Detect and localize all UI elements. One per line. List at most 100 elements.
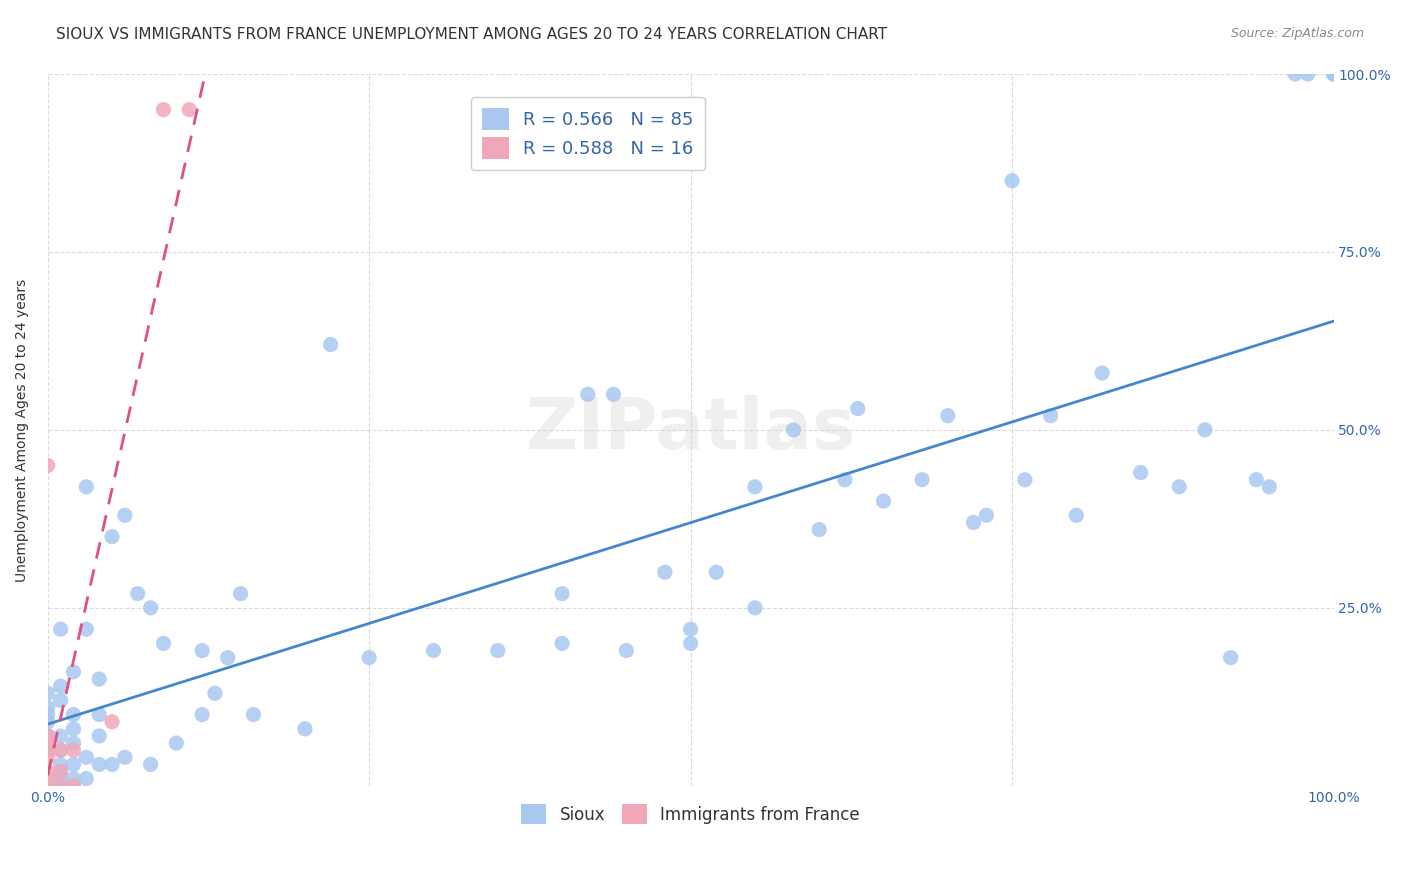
Point — [101, 714, 124, 729]
Point — [551, 636, 574, 650]
Point — [808, 523, 831, 537]
Point — [37, 743, 59, 757]
Point — [49, 693, 72, 707]
Point — [89, 729, 111, 743]
Point — [139, 600, 162, 615]
Point — [1039, 409, 1062, 423]
Point — [37, 764, 59, 779]
Point — [319, 337, 342, 351]
Point — [872, 494, 894, 508]
Point — [37, 686, 59, 700]
Point — [551, 586, 574, 600]
Point — [834, 473, 856, 487]
Point — [62, 772, 84, 786]
Point — [89, 672, 111, 686]
Point — [49, 779, 72, 793]
Point — [49, 757, 72, 772]
Point — [62, 779, 84, 793]
Point — [1296, 67, 1319, 81]
Point — [37, 779, 59, 793]
Point — [49, 772, 72, 786]
Point — [49, 622, 72, 636]
Point — [37, 736, 59, 750]
Point — [75, 750, 97, 764]
Point — [614, 643, 637, 657]
Y-axis label: Unemployment Among Ages 20 to 24 years: Unemployment Among Ages 20 to 24 years — [15, 278, 30, 582]
Point — [127, 586, 149, 600]
Point — [37, 729, 59, 743]
Point — [191, 643, 214, 657]
Point — [101, 757, 124, 772]
Legend: Sioux, Immigrants from France: Sioux, Immigrants from France — [512, 794, 870, 834]
Point — [204, 686, 226, 700]
Point — [152, 103, 174, 117]
Point — [217, 650, 239, 665]
Point — [75, 480, 97, 494]
Point — [679, 636, 702, 650]
Point — [49, 764, 72, 779]
Text: ZIPatlas: ZIPatlas — [526, 395, 856, 465]
Point — [49, 679, 72, 693]
Point — [704, 566, 727, 580]
Point — [37, 714, 59, 729]
Text: Source: ZipAtlas.com: Source: ZipAtlas.com — [1230, 27, 1364, 40]
Point — [1322, 67, 1344, 81]
Point — [62, 743, 84, 757]
Point — [1168, 480, 1191, 494]
Point — [1322, 67, 1344, 81]
Point — [654, 566, 676, 580]
Point — [179, 103, 201, 117]
Point — [37, 707, 59, 722]
Point — [152, 636, 174, 650]
Point — [602, 387, 624, 401]
Point — [1246, 473, 1268, 487]
Point — [62, 707, 84, 722]
Point — [846, 401, 869, 416]
Point — [1258, 480, 1281, 494]
Point — [242, 707, 264, 722]
Point — [75, 622, 97, 636]
Point — [37, 743, 59, 757]
Point — [114, 508, 136, 523]
Point — [165, 736, 187, 750]
Point — [37, 729, 59, 743]
Point — [62, 665, 84, 679]
Point — [37, 458, 59, 473]
Point — [1091, 366, 1114, 380]
Point — [976, 508, 998, 523]
Point — [75, 772, 97, 786]
Point — [1001, 174, 1024, 188]
Point — [49, 743, 72, 757]
Point — [359, 650, 381, 665]
Point — [1129, 466, 1152, 480]
Point — [37, 772, 59, 786]
Point — [49, 764, 72, 779]
Point — [1219, 650, 1241, 665]
Point — [962, 516, 984, 530]
Point — [37, 700, 59, 714]
Point — [62, 736, 84, 750]
Point — [744, 600, 766, 615]
Point — [101, 530, 124, 544]
Point — [114, 750, 136, 764]
Point — [191, 707, 214, 722]
Point — [49, 779, 72, 793]
Point — [229, 586, 252, 600]
Point — [1284, 67, 1306, 81]
Point — [1066, 508, 1088, 523]
Point — [62, 757, 84, 772]
Point — [936, 409, 959, 423]
Point — [576, 387, 599, 401]
Point — [62, 779, 84, 793]
Point — [49, 743, 72, 757]
Point — [744, 480, 766, 494]
Point — [49, 729, 72, 743]
Point — [1014, 473, 1036, 487]
Text: SIOUX VS IMMIGRANTS FROM FRANCE UNEMPLOYMENT AMONG AGES 20 TO 24 YEARS CORRELATI: SIOUX VS IMMIGRANTS FROM FRANCE UNEMPLOY… — [56, 27, 887, 42]
Point — [139, 757, 162, 772]
Point — [911, 473, 934, 487]
Point — [1194, 423, 1216, 437]
Point — [89, 707, 111, 722]
Point — [294, 722, 316, 736]
Point — [422, 643, 444, 657]
